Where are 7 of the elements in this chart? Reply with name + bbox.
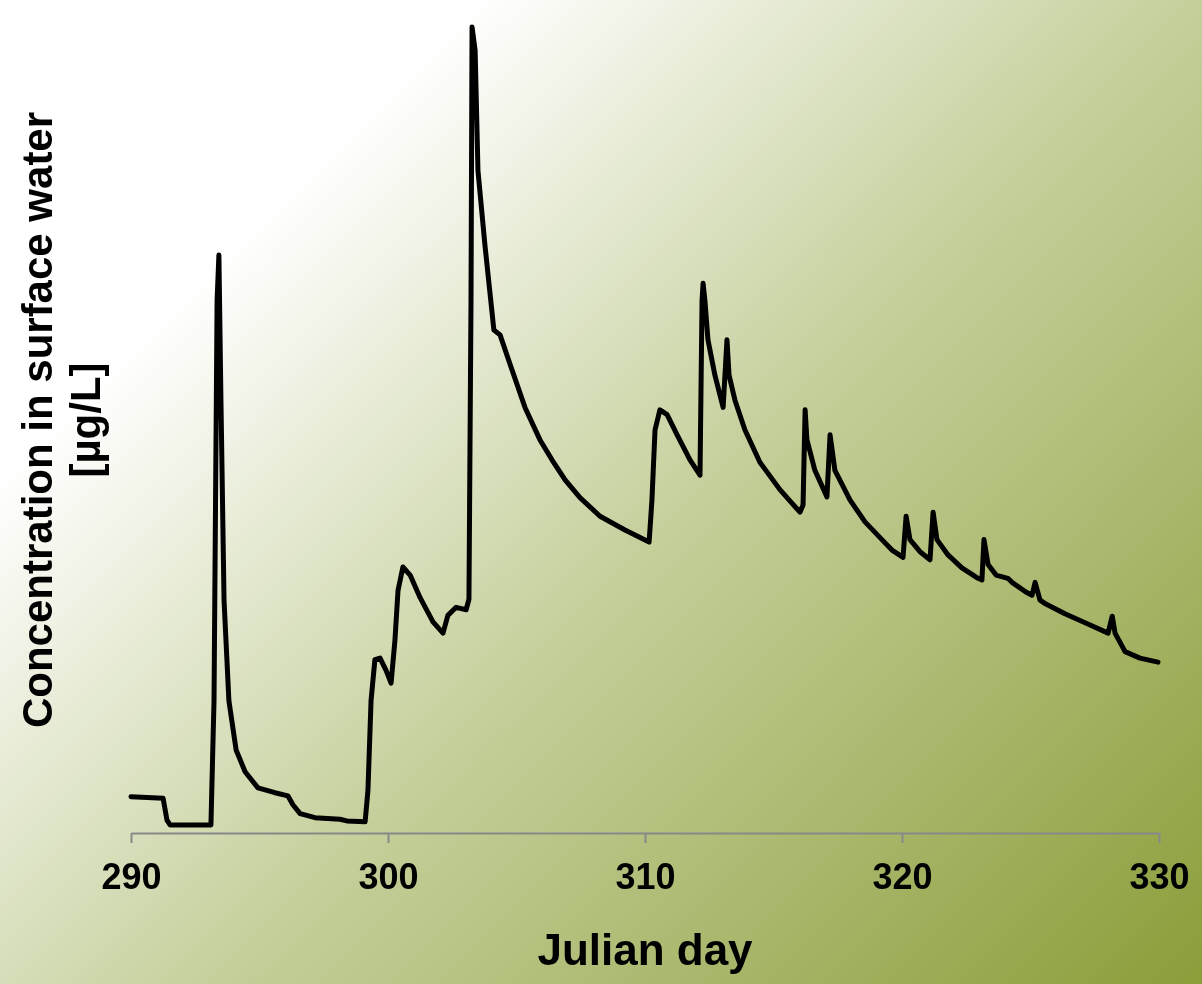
x-tick-label: 330 [1129, 856, 1190, 898]
y-axis-title: Concentration in surface water [µg/L] [14, 111, 110, 729]
x-tick-label: 310 [615, 856, 676, 898]
x-tick-label: 320 [872, 856, 933, 898]
x-tick-label: 300 [358, 856, 419, 898]
x-axis-title: Julian day [537, 925, 754, 974]
x-tick-label: 290 [101, 856, 162, 898]
